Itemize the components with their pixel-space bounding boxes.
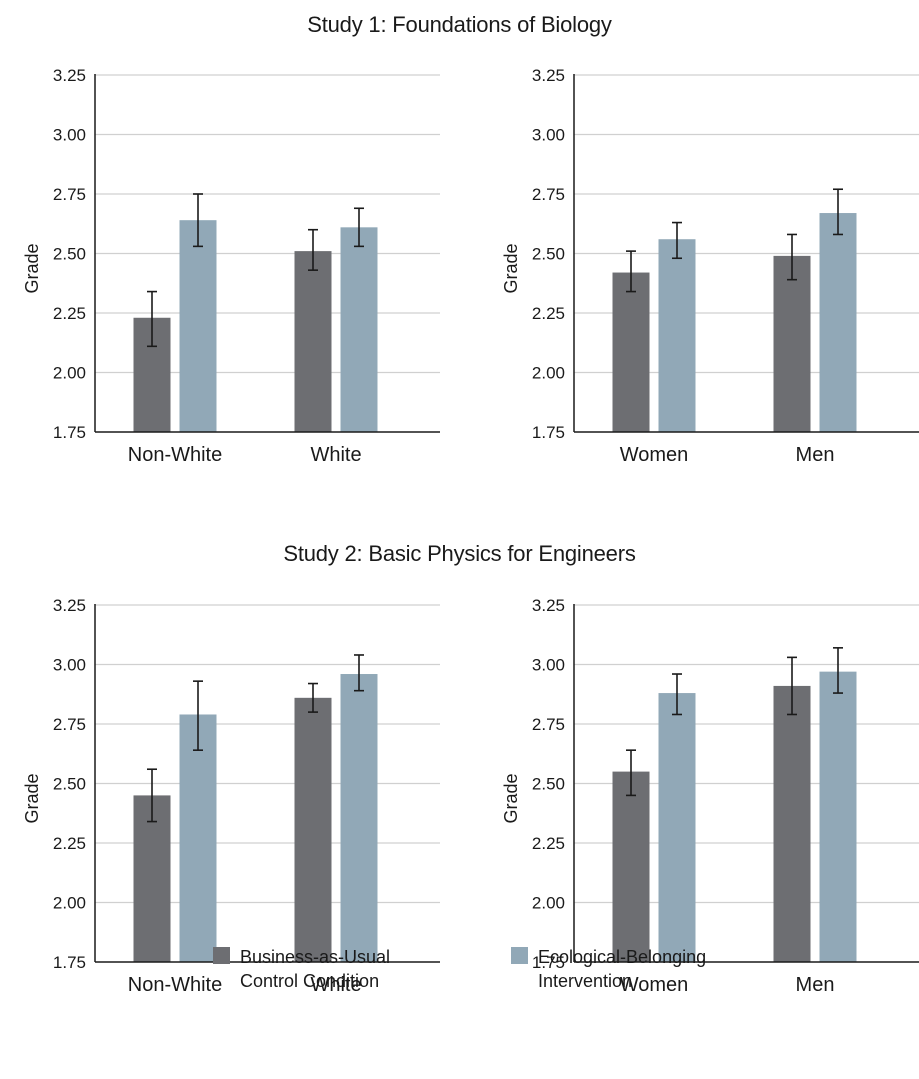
x-category-label: Men [796,974,835,996]
y-tick-label: 2.75 [532,715,565,734]
bar-intervention-non-white [179,220,217,432]
legend-label-intervention: Ecological-Belonging Intervention [538,947,707,991]
study-1-gender-chart: 1.75 2.00 2.25 2.50 2.75 3.00 3.25 Women Men Grad… [501,66,919,466]
bar-control-white [294,251,332,432]
study-1-race-chart: 1.75 2.00 2.25 2.50 2.75 3.00 3.25 Non-White Whi… [22,66,440,466]
bar-control-white [294,697,332,962]
y-axis-title: Grade [501,773,521,823]
y-tick-label: 1.75 [53,953,86,972]
y-tick-label: 2.00 [532,364,565,383]
legend-swatch-control [213,947,230,964]
bar-control-women [612,771,650,962]
legend-swatch-intervention [511,947,528,964]
y-tick-label: 3.25 [532,596,565,615]
bar-intervention-women [658,239,696,432]
legend-item-control: Business-as-Usual Control Condition [213,945,390,993]
legend: Business-as-Usual Control Condition Ecol… [0,945,919,1079]
bar-intervention-non-white [179,714,217,962]
y-axis-title: Grade [501,243,521,293]
y-tick-label: 2.25 [532,834,565,853]
y-tick-label: 2.50 [53,775,86,794]
study-1-title: Study 1: Foundations of Biology [307,12,612,37]
y-tick-label: 2.50 [53,245,86,264]
y-tick-label: 3.25 [53,596,86,615]
y-tick-label: 1.75 [532,423,565,442]
bar-intervention-white [340,674,378,962]
x-category-label: Non-White [128,444,222,466]
y-tick-label: 3.25 [532,66,565,85]
y-tick-label: 2.75 [53,715,86,734]
bar-control-men [773,255,811,432]
y-tick-label: 3.00 [53,126,86,145]
legend-label-control: Business-as-Usual Control Condition [240,947,391,991]
y-tick-label: 1.75 [532,953,565,972]
bar-intervention-men [819,671,857,962]
y-tick-label: 2.75 [532,185,565,204]
y-tick-label: 2.25 [53,834,86,853]
x-category-label: Non-White [128,974,222,996]
bar-intervention-women [658,693,696,962]
x-category-label: Women [620,974,689,996]
y-tick-label: 3.00 [532,656,565,675]
y-tick-label: 1.75 [53,423,86,442]
x-category-label: White [310,444,361,466]
y-tick-label: 2.50 [532,245,565,264]
y-tick-label: 2.50 [532,775,565,794]
study-2-gender-chart: 1.75 2.00 2.25 2.50 2.75 3.00 3.25 Women Men Grad… [501,596,919,996]
y-tick-label: 2.25 [532,304,565,323]
bar-control-men [773,685,811,962]
x-category-label: White [310,974,361,996]
y-tick-label: 3.00 [532,126,565,145]
y-axis-title: Grade [22,243,42,293]
y-tick-label: 2.00 [53,364,86,383]
y-tick-label: 3.00 [53,656,86,675]
bar-control-women [612,272,650,432]
y-tick-label: 2.00 [532,894,565,913]
study-2-title: Study 2: Basic Physics for Engineers [283,541,636,566]
y-tick-label: 3.25 [53,66,86,85]
study-2-race-chart: 1.75 2.00 2.25 2.50 2.75 3.00 3.25 Non-White Whi… [22,596,440,996]
bar-intervention-men [819,213,857,432]
y-axis-title: Grade [22,773,42,823]
x-category-label: Women [620,444,689,466]
x-category-label: Men [796,444,835,466]
bar-control-non-white [133,795,171,962]
bar-intervention-white [340,227,378,432]
y-tick-label: 2.25 [53,304,86,323]
legend-item-intervention: Ecological-Belonging Intervention [511,945,706,993]
y-tick-label: 2.75 [53,185,86,204]
y-tick-label: 2.00 [53,894,86,913]
